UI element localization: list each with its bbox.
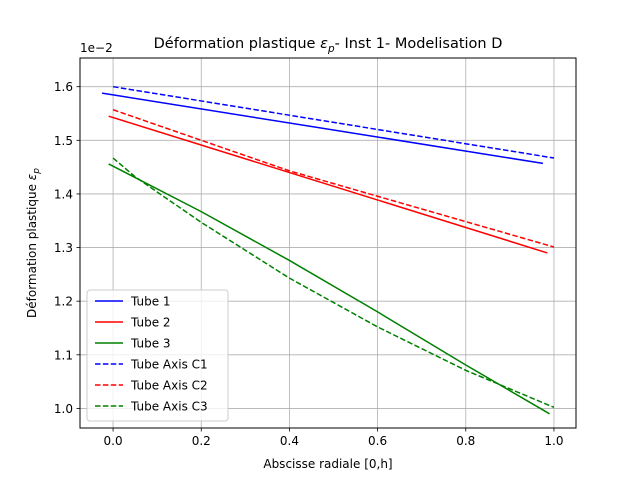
x-tick-label: 0.4 xyxy=(280,434,299,448)
y-tick-label: 1.6 xyxy=(54,80,73,94)
ylabel-prefix: Déformation plastique xyxy=(25,180,39,318)
title-symbol: ε xyxy=(320,36,328,52)
y-tick-label: 1.3 xyxy=(54,241,73,255)
x-tick-label: 0.0 xyxy=(104,434,123,448)
series-line-tube-1 xyxy=(101,92,544,165)
x-tick-label: 1.0 xyxy=(544,434,563,448)
chart-title: Déformation plastique εp- Inst 1- Modeli… xyxy=(154,36,503,55)
title-suffix: - Inst 1- Modelisation D xyxy=(335,36,503,52)
grid xyxy=(80,58,576,428)
axis-ticks: 0.0 0.2 0.4 0.6 0.8 1.0 1.0 1.1 1.2 1.3 1.4 1.5 1.6 xyxy=(54,80,564,448)
y-tick-label: 1.1 xyxy=(54,348,73,362)
y-axis-label: Déformation plastique εp xyxy=(25,168,42,318)
title-subscript: p xyxy=(327,43,335,55)
legend-label: Tube 2 xyxy=(130,316,171,330)
ylabel-symbol: ε xyxy=(25,173,39,180)
legend-label: Tube Axis C1 xyxy=(130,358,208,372)
x-tick-label: 0.8 xyxy=(456,434,475,448)
ylabel-subscript: p xyxy=(32,168,42,175)
series-line-tube-axis-c1 xyxy=(112,85,555,159)
x-axis-label: Abscisse radiale [0,h] xyxy=(263,457,392,471)
series-line-tube-axis-c3 xyxy=(112,157,555,409)
legend-label: Tube Axis C2 xyxy=(130,379,208,393)
x-tick-label: 0.2 xyxy=(192,434,211,448)
plot-frame xyxy=(79,57,577,429)
legend: Tube 1 Tube 2 Tube 3 Tube Axis C1 Tube Axis … xyxy=(86,289,229,422)
y-tick-label: 1.4 xyxy=(54,187,73,201)
series-line-tube-2 xyxy=(108,115,548,254)
y-tick-label: 1.5 xyxy=(54,134,73,148)
title-prefix: Déformation plastique xyxy=(154,36,320,52)
series-line-tube-3 xyxy=(108,163,550,415)
y-tick-label: 1.0 xyxy=(54,402,73,416)
legend-label: Tube 3 xyxy=(130,337,171,351)
series-line-tube-axis-c2 xyxy=(112,109,555,248)
series-lines xyxy=(101,85,555,415)
legend-label: Tube Axis C3 xyxy=(130,400,208,414)
y-offset-label: 1e−2 xyxy=(80,41,113,55)
y-tick-label: 1.2 xyxy=(54,295,73,309)
x-tick-label: 0.6 xyxy=(368,434,387,448)
legend-label: Tube 1 xyxy=(130,295,171,309)
